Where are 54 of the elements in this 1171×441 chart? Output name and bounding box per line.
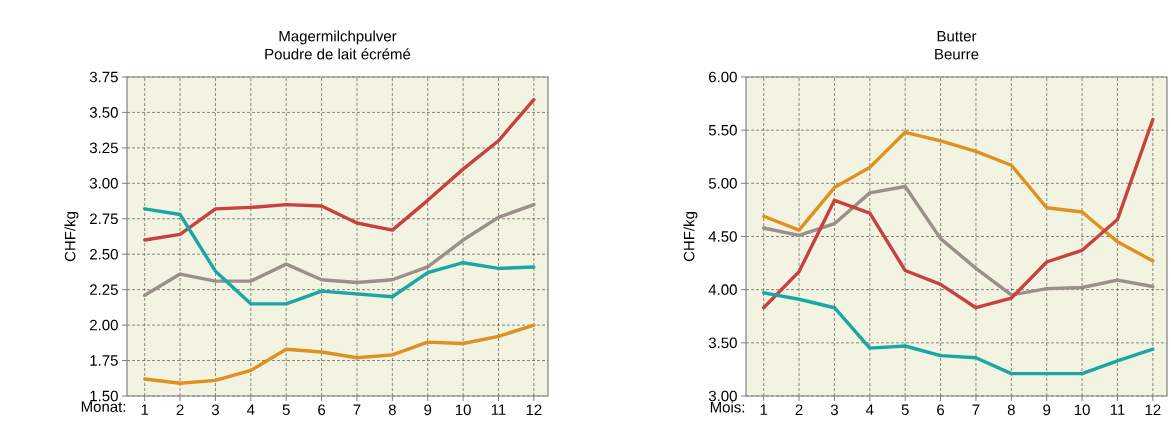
line-series: [761, 117, 1155, 310]
x-tick-label: 4: [247, 404, 255, 415]
x-tick-label: 3: [211, 404, 219, 416]
y-tick-label: 3.00: [89, 178, 118, 189]
x-tick-label: 6: [937, 404, 945, 416]
y-tick-label: 3.50: [89, 107, 118, 118]
chart-title: Magermilchpulver: [279, 30, 397, 45]
x-tick-label: 12: [1145, 404, 1161, 415]
x-tick-label: 6: [318, 404, 326, 416]
y-tick-label: 2.50: [90, 248, 118, 260]
chart-subtitle: Beurre: [935, 49, 979, 60]
x-tick-label: 10: [1074, 404, 1090, 416]
x-tick-label: 7: [353, 404, 361, 415]
x-tick-label: 3: [830, 404, 838, 416]
y-axis-title: CHF/kg: [64, 212, 79, 262]
x-tick-label: 9: [1043, 404, 1051, 416]
y-tick-label: 2.75: [90, 213, 118, 225]
x-axis-title: Monat:: [81, 401, 126, 412]
x-axis-title: Mois:: [710, 401, 745, 413]
x-tick-label: 11: [491, 404, 506, 415]
y-tick-label: 3.25: [89, 142, 118, 154]
line-series: [143, 97, 536, 242]
y-tick-label: 4.00: [708, 284, 737, 295]
x-tick-label: 2: [795, 404, 803, 415]
x-tick-label: 9: [424, 404, 432, 416]
x-tick-label: 10: [455, 404, 471, 416]
chart-subtitle: Poudre de lait écrémé: [265, 48, 411, 60]
y-tick-label: 6.00: [709, 71, 737, 83]
y-tick-label: 3.75: [89, 71, 118, 83]
y-tick-label: 5.50: [708, 124, 737, 136]
y-axis-title: CHF/kg: [683, 212, 698, 262]
x-tick-label: 12: [526, 404, 542, 415]
x-tick-label: 4: [866, 404, 874, 415]
y-tick-label: 1.50: [90, 390, 118, 402]
x-tick-label: 5: [282, 404, 290, 415]
x-tick-label: 2: [176, 404, 184, 415]
y-tick-label: 3.50: [708, 337, 737, 349]
y-tick-label: 2.25: [90, 284, 118, 295]
y-tick-label: 3.00: [708, 390, 737, 402]
y-tick-label: 2.00: [90, 319, 118, 331]
line-series: [761, 184, 1155, 297]
chart-title: Butter: [937, 31, 977, 42]
y-tick-label: 1.75: [90, 355, 118, 366]
line-series: [761, 130, 1155, 263]
x-tick-label: 11: [1110, 404, 1125, 415]
y-tick-label: 4.50: [708, 231, 737, 242]
line-series: [143, 323, 536, 385]
x-tick-label: 7: [972, 404, 980, 415]
x-tick-label: 5: [901, 404, 909, 415]
x-tick-label: 1: [760, 404, 768, 415]
x-tick-label: 1: [141, 404, 149, 415]
y-tick-label: 5.00: [708, 178, 737, 189]
x-tick-label: 8: [388, 404, 396, 416]
x-tick-label: 8: [1007, 404, 1015, 416]
